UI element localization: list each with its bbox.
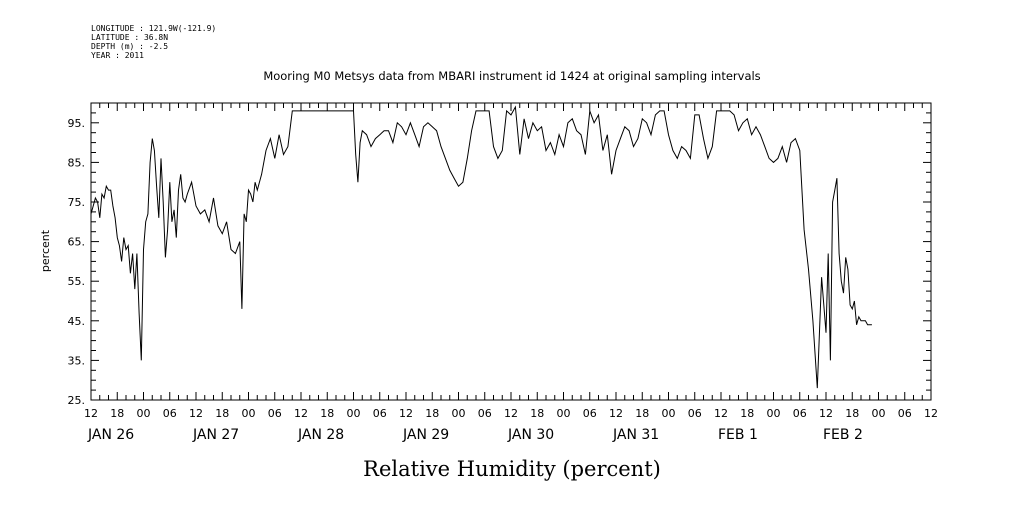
x-axis-title: Relative Humidity (percent) [363, 457, 661, 481]
x-axis-ticks: 12 18 00 06 12 18 00 06 12 18 00 06 12 18 00 06 12 18 00 06… [84, 103, 938, 443]
y-axis-ticks: 25. 35. 45. 55. 65. 75. 85. 95. [68, 102, 931, 407]
x-hour-label: 00 [452, 407, 466, 420]
longitude-label: LONGITUDE : 121.9W(-121.9) [91, 24, 216, 33]
x-day-label: FEB 2 [823, 427, 863, 443]
x-hour-label: 06 [583, 407, 597, 420]
x-hour-label: 12 [84, 407, 98, 420]
x-hour-label: 06 [478, 407, 492, 420]
x-day-label: JAN 26 [87, 427, 134, 443]
x-hour-label: 00 [242, 407, 256, 420]
x-hour-label: 00 [137, 407, 151, 420]
x-hour-label: 18 [215, 407, 229, 420]
x-hour-label: 18 [110, 407, 124, 420]
x-hour-label: 00 [662, 407, 676, 420]
x-day-label: JAN 28 [297, 427, 344, 443]
x-hour-label: 06 [268, 407, 282, 420]
y-tick-label: 65. [68, 236, 86, 249]
chart-title: Mooring M0 Metsys data from MBARI instru… [263, 69, 760, 83]
x-hour-label: 12 [504, 407, 518, 420]
x-hour-label: 12 [924, 407, 938, 420]
x-hour-label: 18 [425, 407, 439, 420]
x-hour-label: 18 [320, 407, 334, 420]
x-hour-label: 12 [819, 407, 833, 420]
x-hour-label: 06 [373, 407, 387, 420]
x-hour-label: 18 [635, 407, 649, 420]
y-axis-label: percent [39, 229, 52, 272]
x-hour-label: 00 [347, 407, 361, 420]
x-day-label: JAN 27 [192, 427, 239, 443]
x-hour-label: 12 [189, 407, 203, 420]
x-hour-label: 00 [767, 407, 781, 420]
x-hour-label: 06 [688, 407, 702, 420]
depth-label: DEPTH (m) : -2.5 [91, 42, 168, 51]
y-tick-label: 95. [68, 117, 86, 130]
y-tick-label: 75. [68, 196, 86, 209]
y-tick-label: 85. [68, 156, 86, 169]
x-hour-label: 00 [557, 407, 571, 420]
x-hour-label: 06 [793, 407, 807, 420]
x-hour-label: 06 [163, 407, 177, 420]
x-day-label: JAN 30 [507, 427, 554, 443]
x-day-label: JAN 29 [402, 427, 449, 443]
latitude-label: LATITUDE : 36.8N [91, 33, 168, 42]
x-day-label: FEB 1 [718, 427, 758, 443]
year-label: YEAR : 2011 [91, 51, 144, 60]
x-hour-label: 12 [294, 407, 308, 420]
x-hour-label: 18 [845, 407, 859, 420]
x-hour-label: 12 [714, 407, 728, 420]
x-hour-label: 18 [740, 407, 754, 420]
y-tick-label: 55. [68, 275, 86, 288]
x-hour-label: 18 [530, 407, 544, 420]
humidity-series-line [90, 105, 872, 389]
y-tick-label: 35. [68, 354, 86, 367]
plot-frame [90, 102, 932, 401]
y-tick-label: 25. [68, 394, 86, 407]
x-day-label: JAN 31 [612, 427, 659, 443]
y-tick-label: 45. [68, 315, 86, 328]
x-hour-label: 00 [872, 407, 886, 420]
x-hour-label: 06 [898, 407, 912, 420]
x-hour-label: 12 [609, 407, 623, 420]
x-hour-label: 12 [399, 407, 413, 420]
